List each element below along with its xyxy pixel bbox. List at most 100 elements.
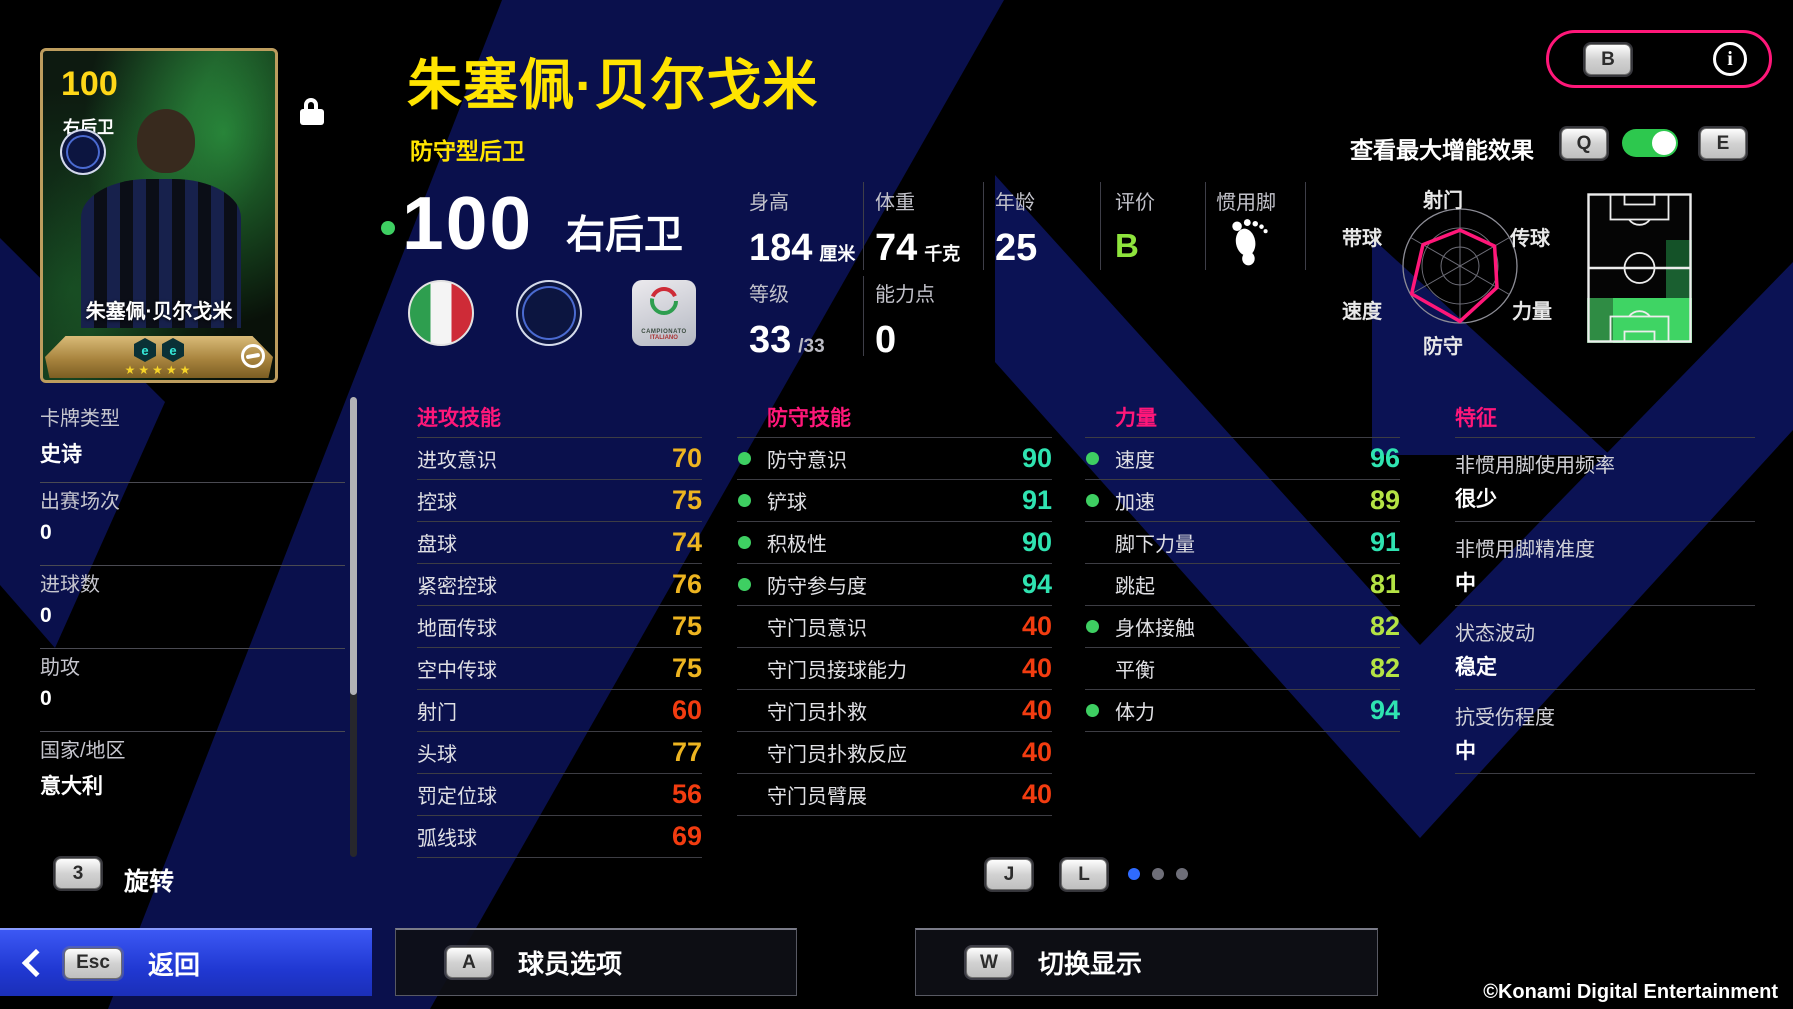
key-l-button[interactable]: L [1061,859,1107,890]
stat-label: 守门员扑救 [767,702,867,724]
radar-label-dribbling: 带球 [1342,228,1382,250]
card-rating: 100 [61,65,118,103]
stat-value: 69 [671,821,702,851]
toggle-knob [1652,131,1676,155]
player-options-bar[interactable]: A 球员选项 [395,928,797,996]
height-label: 身高 [749,192,789,214]
max-boost-label: 查看最大增能效果 [1350,137,1534,163]
stat-label: 防守参与度 [767,576,867,598]
stat-label: 身体接触 [1115,618,1195,640]
key-e-button[interactable]: E [1700,128,1746,159]
page-dot[interactable] [1176,868,1188,880]
card-banner: e e ★★★★★ [45,336,273,378]
stat-label: 积极性 [767,534,827,556]
defense-skills-column: 防守技能 防守意识 90 铲球 91 积极性 90 防守参与度 94 守门员意识… [737,402,1052,816]
switch-display-bar[interactable]: W 切换显示 [915,928,1378,996]
key-w-button[interactable]: W [966,947,1012,978]
booster-icons: e e [134,338,184,362]
stat-value: 60 [671,695,702,725]
stat-row: 防守意识 90 [737,438,1052,480]
section-title-physical: 力量 [1115,407,1157,430]
level-value: 33 [749,319,792,361]
overall-boost-dot [381,221,395,235]
stat-row: 守门员臂展 40 [737,774,1052,816]
radar-svg [1402,208,1518,324]
stat-value: 91 [1021,485,1052,515]
grade-value: B [1115,227,1139,264]
player-options-label: 球员选项 [518,949,623,979]
stat-row: 跳起 81 [1085,564,1400,606]
info-icon[interactable]: i [1713,42,1747,76]
stat-row: 平衡 82 [1085,648,1400,690]
sidebar-item: 助攻 0 [40,649,345,732]
stat-label: 控球 [417,492,457,514]
key-b-button[interactable]: B [1585,44,1631,75]
stat-row: 守门员扑救 40 [737,690,1052,732]
key-j-button[interactable]: J [986,859,1032,890]
nation-flag-icon [408,280,474,346]
boost-dot-icon [1086,620,1099,633]
trait-item: 状态波动 稳定 [1455,606,1755,690]
back-button-bar[interactable]: Esc 返回 [0,928,372,996]
radar-label-speed: 速度 [1342,301,1382,323]
boost-toggle-switch[interactable] [1622,129,1678,157]
stat-label: 弧线球 [417,828,477,850]
stat-label: 头球 [417,744,457,766]
stat-value: 82 [1369,653,1400,683]
stat-value: 94 [1021,569,1052,599]
age-label: 年龄 [995,192,1035,214]
key-q-button[interactable]: Q [1561,128,1607,159]
stat-row: 进攻意识 70 [417,438,702,480]
stat-row: 速度 96 [1085,438,1400,480]
back-label: 返回 [148,949,201,980]
stat-label: 守门员接球能力 [767,660,907,682]
switch-display-label: 切换显示 [1038,949,1143,979]
stat-value: 56 [671,779,702,809]
trait-value: 稳定 [1455,656,1497,679]
stat-row: 罚定位球 56 [417,774,702,816]
boost-dot-icon [1086,704,1099,717]
weight-unit: 千克 [924,244,961,264]
card-player-name: 朱塞佩·贝尔戈米 [85,301,233,323]
level-max: /33 [798,336,825,357]
boost-dot-icon [738,494,751,507]
key-3-button[interactable]: 3 [55,858,101,889]
league-swirl-icon [650,287,678,315]
stat-label: 跳起 [1115,576,1155,598]
stat-label: 射门 [417,702,457,724]
stat-label: 脚下力量 [1115,534,1195,556]
boost-dot-icon [1086,494,1099,507]
attack-skills-column: 进攻技能 进攻意识 70 控球 75 盘球 74 紧密控球 76 地面传球 75… [417,402,702,858]
divider [1100,182,1101,270]
boost-dot-icon [738,578,751,591]
divider [983,182,984,270]
grade-label: 评价 [1115,192,1155,214]
grade-group: 评价 B [1115,186,1155,265]
age-value: 25 [995,227,1038,269]
sidebar-scrollbar[interactable] [350,397,357,695]
sidebar-item-value: 0 [40,604,52,627]
age-group: 年龄 25 [995,186,1037,270]
stat-label: 盘球 [417,534,457,556]
league-text: ITALIANO [650,335,678,341]
stat-row: 紧密控球 76 [417,564,702,606]
position-cell-left-back [1587,298,1614,343]
stat-row: 守门员意识 40 [737,606,1052,648]
stat-row: 脚下力量 91 [1085,522,1400,564]
stat-row: 体力 94 [1085,690,1400,732]
key-a-button[interactable]: A [446,947,492,978]
stat-value: 70 [671,443,702,473]
stat-label: 速度 [1115,450,1155,472]
page-dot[interactable] [1152,868,1164,880]
sidebar-item: 国家/地区 意大利 [40,732,345,815]
trait-item: 非惯用脚精准度 中 [1455,522,1755,606]
weight-group: 体重 74 千克 [875,186,960,270]
page-dot-active[interactable] [1128,868,1140,880]
section-title-attack: 进攻技能 [417,407,501,430]
key-esc-button[interactable]: Esc [64,947,122,979]
stat-value: 75 [671,653,702,683]
sidebar-item: 卡牌类型 史诗 [40,400,345,483]
overall-rating: 100 [402,181,534,265]
physical-skills-column: 力量 速度 96 加速 89 脚下力量 91 跳起 81 身体接触 82 平衡 … [1085,402,1400,732]
stat-label: 体力 [1115,702,1155,724]
